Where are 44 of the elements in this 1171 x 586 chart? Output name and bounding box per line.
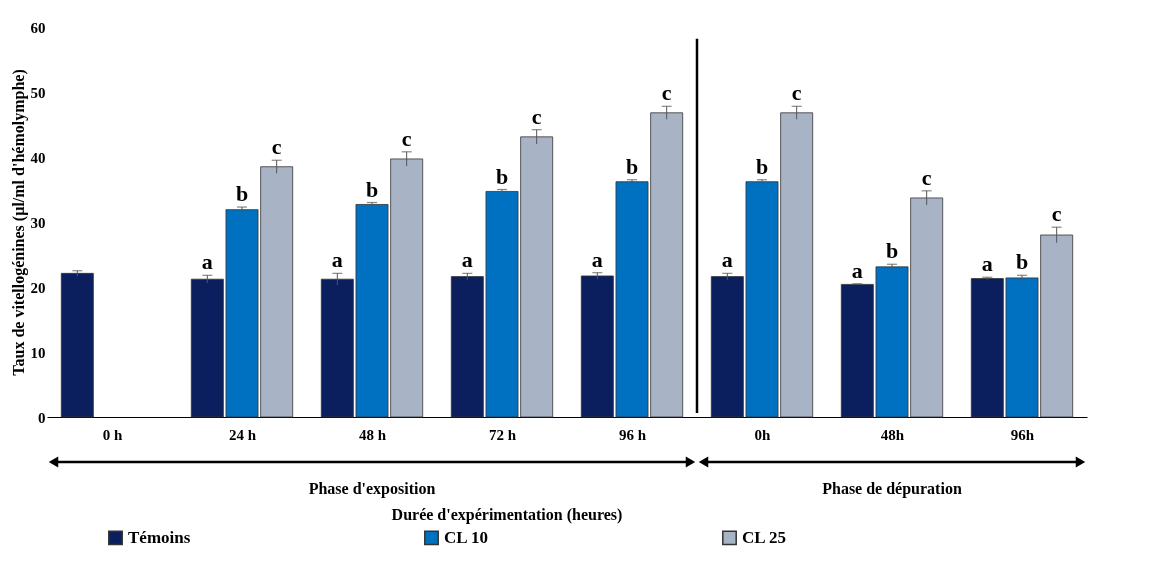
bar [60,272,94,418]
data-label: b [755,153,769,179]
x-tick-label: 72 h [488,426,517,443]
data-label: b [885,238,899,264]
data-label: b [235,181,249,207]
data-label: c [661,80,672,106]
legend-label: CL 25 [742,527,786,547]
text: Phase de dépuration [822,480,962,498]
data-label: a [591,246,603,272]
data-label: a [851,257,863,283]
legend-label: Témoins [128,527,191,547]
y-tick-label: 20 [30,279,46,296]
x-tick-label: 24 h [228,426,257,443]
y-tick-label: 50 [30,84,46,101]
y-tick-label: 0 [38,409,46,426]
data-label: b [625,153,639,179]
data-label: a [201,249,213,275]
data-label: b [495,163,509,189]
x-tick-label: 0 h [102,426,123,443]
x-axis-title: Durée d'expérimentation (heures) [391,506,623,524]
data-label: b [365,176,379,202]
y-axis-title: Taux de vitellogénines (µl/ml d'hémolymphe) [9,69,28,376]
data-label: b [1015,249,1029,275]
y-tick-label: 30 [30,214,46,231]
data-label: c [401,125,412,151]
x-tick-label: 96h [1010,426,1035,443]
data-label: c [531,103,542,129]
x-tick-label: 96 h [618,426,647,443]
data-label: c [791,80,802,106]
data-label: a [331,247,343,273]
data-label: c [271,134,282,160]
x-tick-label: 48 h [358,426,387,443]
legend-label: CL 10 [444,527,488,547]
y-tick-label: 40 [30,149,46,166]
x-tick-label: 48h [880,426,905,443]
y-tick-label: 60 [30,19,46,36]
data-label: a [461,247,473,273]
text: Phase d'exposition [308,480,436,498]
data-label: c [921,164,932,190]
data-label: c [1051,201,1062,227]
data-label: a [721,247,733,273]
data-label: a [981,251,993,277]
y-tick-label: 10 [30,344,46,361]
x-tick-label: 0h [754,426,772,443]
